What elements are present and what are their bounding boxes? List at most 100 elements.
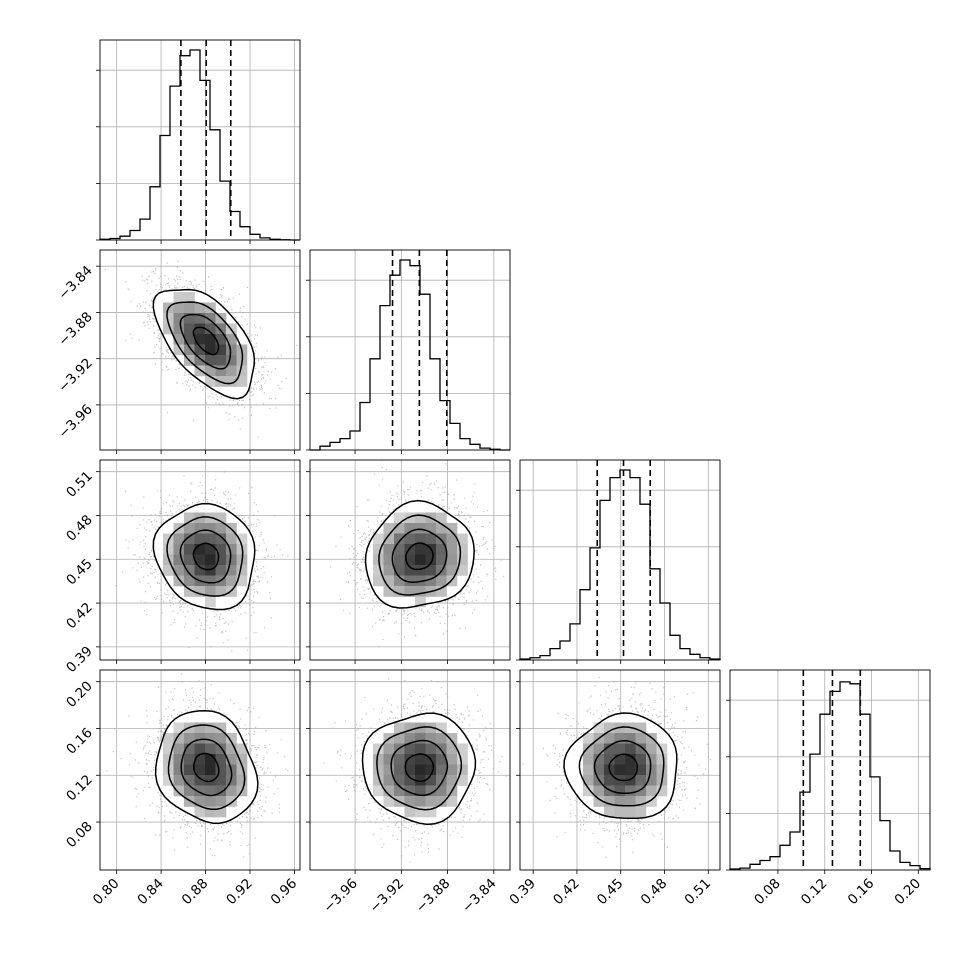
density-cell	[635, 722, 647, 734]
density-cell	[173, 292, 185, 303]
histogram-bin	[830, 691, 840, 870]
density-cell	[226, 785, 237, 797]
density-cell	[226, 376, 237, 387]
density-cell	[215, 355, 227, 366]
density-cell	[614, 785, 626, 797]
density-cell	[635, 733, 647, 744]
density-cell	[173, 733, 185, 744]
density-cell	[625, 754, 636, 765]
histogram-bin	[210, 130, 220, 240]
density-cell	[446, 554, 458, 566]
density-cell	[593, 785, 605, 797]
density-cell	[184, 586, 195, 597]
density-cell	[194, 365, 206, 377]
density-cell	[163, 754, 174, 765]
histogram-bin	[810, 754, 820, 870]
density-cell	[184, 523, 195, 534]
density-cell	[205, 743, 216, 755]
density-cell	[226, 796, 237, 807]
density-cell	[583, 733, 594, 744]
density-cell	[194, 313, 206, 324]
histogram-bin	[890, 851, 900, 870]
density-cell	[457, 754, 468, 765]
contour-line	[563, 712, 678, 820]
density-cell	[215, 743, 227, 755]
x-tick-label: −3.96	[320, 876, 361, 917]
density-cell	[457, 554, 468, 566]
density-cell	[394, 533, 405, 545]
density-cell	[415, 796, 426, 807]
density-cell	[625, 733, 636, 744]
density-cell	[163, 313, 174, 324]
density-cell	[194, 754, 206, 765]
x-tick-label: 0.92	[223, 876, 256, 909]
density-cell	[646, 743, 657, 755]
density-cell	[215, 806, 227, 818]
density-cell	[404, 733, 416, 744]
panel-frame	[99, 249, 301, 451]
histogram-bin	[860, 714, 870, 870]
density-cell	[215, 722, 227, 734]
histogram-panel-0	[96, 39, 301, 244]
density-cell	[373, 754, 384, 765]
density-cell	[415, 554, 426, 566]
y-tick-label: 0.42	[63, 600, 96, 633]
density-cell	[415, 512, 426, 524]
histogram-bin	[390, 275, 400, 450]
density-cell	[236, 376, 248, 387]
histogram-bin	[760, 861, 770, 871]
contour-line	[166, 301, 244, 385]
density-cell	[614, 764, 626, 776]
density-cell	[184, 575, 195, 587]
density-content	[323, 678, 507, 863]
histogram-bin	[420, 294, 430, 450]
density-cell	[425, 523, 437, 534]
density-cell	[394, 722, 405, 734]
density-cell	[215, 586, 227, 597]
histogram-steps	[519, 469, 721, 660]
density-cell	[436, 754, 447, 765]
panel-frame	[99, 669, 301, 871]
density-cell	[436, 775, 447, 786]
density-cell	[236, 533, 248, 545]
density-cell	[194, 544, 206, 555]
density-cell	[625, 806, 636, 818]
density-cell	[184, 554, 195, 566]
density-cell	[425, 575, 437, 587]
density-cell	[383, 533, 395, 545]
histogram-bin	[570, 624, 580, 660]
density-cell	[173, 533, 185, 545]
density-cell	[404, 512, 416, 524]
density-cell	[394, 544, 405, 555]
y-tick-label: −3.96	[55, 401, 96, 442]
density-cell	[373, 565, 384, 576]
histogram-bin	[640, 504, 650, 660]
density-cell	[593, 754, 605, 765]
density-cell	[226, 344, 237, 356]
density-cell	[236, 754, 248, 765]
density-cell	[205, 722, 216, 734]
density-cell	[457, 764, 468, 776]
histogram-bin	[350, 431, 360, 450]
density-cell	[446, 544, 458, 555]
density-cell	[194, 764, 206, 776]
density-cell	[446, 523, 458, 534]
density-cell	[173, 334, 185, 345]
density-cell	[446, 575, 458, 587]
density-cell	[184, 334, 195, 345]
density-cell	[184, 512, 195, 524]
density-cell	[415, 586, 426, 597]
x-tick-label: 0.20	[892, 876, 925, 909]
contour-line	[608, 753, 638, 782]
density-cell	[415, 523, 426, 534]
density-cell	[194, 785, 206, 797]
density-cell	[436, 796, 447, 807]
histogram-bin	[400, 260, 410, 450]
contour-line	[404, 753, 435, 783]
density-cell	[404, 533, 416, 545]
density-cell	[415, 754, 426, 765]
histogram-bin	[680, 649, 690, 660]
density-cell	[205, 523, 216, 534]
contour-line	[152, 502, 256, 611]
density-cell	[436, 722, 447, 734]
